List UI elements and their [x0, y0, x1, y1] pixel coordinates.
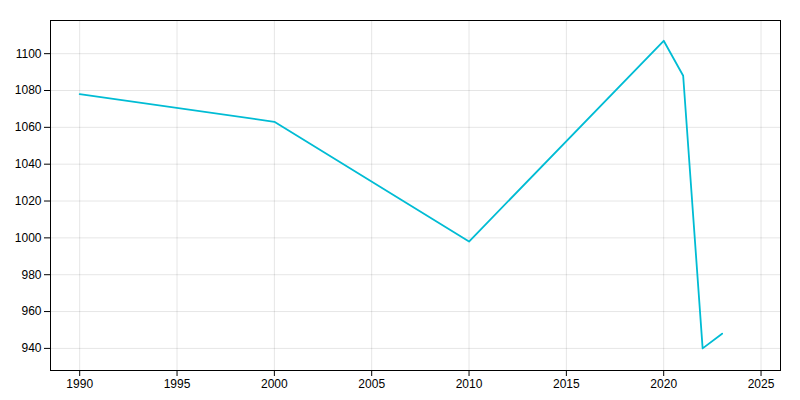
svg-text:1060: 1060: [15, 120, 42, 134]
svg-text:2000: 2000: [261, 377, 288, 391]
svg-text:940: 940: [21, 341, 41, 355]
svg-text:1020: 1020: [15, 194, 42, 208]
svg-text:980: 980: [21, 268, 41, 282]
svg-text:2020: 2020: [650, 377, 677, 391]
svg-text:1990: 1990: [66, 377, 93, 391]
svg-text:2015: 2015: [553, 377, 580, 391]
svg-text:960: 960: [21, 304, 41, 318]
svg-text:1995: 1995: [164, 377, 191, 391]
svg-text:2025: 2025: [748, 377, 775, 391]
svg-text:1040: 1040: [15, 157, 42, 171]
svg-text:2010: 2010: [456, 377, 483, 391]
svg-text:1080: 1080: [15, 83, 42, 97]
svg-text:2005: 2005: [358, 377, 385, 391]
svg-text:1000: 1000: [15, 231, 42, 245]
svg-text:1100: 1100: [16, 46, 42, 60]
